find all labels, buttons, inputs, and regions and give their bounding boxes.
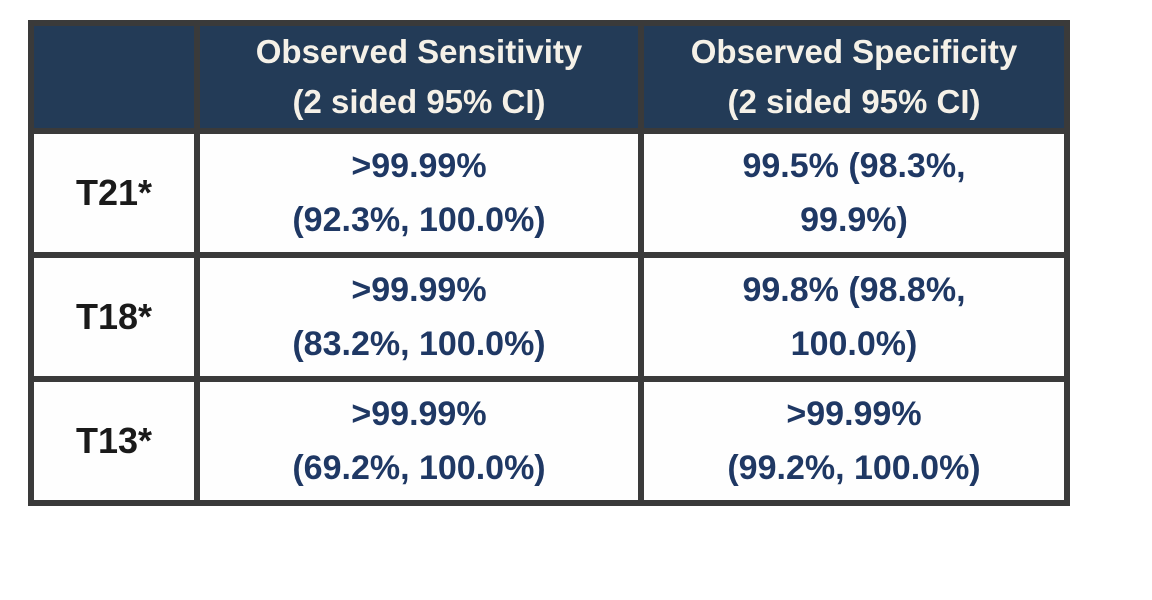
t21-specificity-value: 99.5% (98.3%, — [742, 147, 966, 185]
t18-specificity-value: 99.8% (98.8%, — [742, 271, 966, 309]
t18-sensitivity-ci: (83.2%, 100.0%) — [292, 325, 546, 363]
table-row-t21: T21* >99.99% (92.3%, 100.0%) 99.5% (98.3… — [28, 128, 1070, 258]
header-specificity-cell: Observed Specificity (2 sided 95% CI) — [638, 20, 1070, 134]
t18-specificity-ci: 100.0%) — [790, 325, 918, 363]
header-corner-cell — [28, 20, 200, 134]
header-specificity-ci: (2 sided 95% CI) — [727, 83, 981, 120]
results-table: Observed Sensitivity (2 sided 95% CI) Ob… — [28, 20, 1070, 506]
header-sensitivity-cell: Observed Sensitivity (2 sided 95% CI) — [194, 20, 644, 134]
t21-sensitivity-ci: (92.3%, 100.0%) — [292, 201, 546, 239]
t13-sensitivity-cell: >99.99% (69.2%, 100.0%) — [194, 376, 644, 506]
row-label-t18: T18* — [28, 252, 200, 382]
t13-sensitivity-value: >99.99% — [351, 395, 487, 433]
table-row-t18: T18* >99.99% (83.2%, 100.0%) 99.8% (98.8… — [28, 252, 1070, 382]
header-sensitivity-title: Observed Sensitivity — [255, 33, 583, 70]
t13-sensitivity-ci: (69.2%, 100.0%) — [292, 449, 546, 487]
t18-sensitivity-cell: >99.99% (83.2%, 100.0%) — [194, 252, 644, 382]
t21-sensitivity-cell: >99.99% (92.3%, 100.0%) — [194, 128, 644, 258]
t13-specificity-cell: >99.99% (99.2%, 100.0%) — [638, 376, 1070, 506]
t21-specificity-cell: 99.5% (98.3%, 99.9%) — [638, 128, 1070, 258]
t18-specificity-cell: 99.8% (98.8%, 100.0%) — [638, 252, 1070, 382]
t18-sensitivity-value: >99.99% — [351, 271, 487, 309]
row-label-t21: T21* — [28, 128, 200, 258]
t21-specificity-ci: 99.9%) — [800, 201, 908, 239]
header-row: Observed Sensitivity (2 sided 95% CI) Ob… — [28, 20, 1070, 134]
t13-specificity-ci: (99.2%, 100.0%) — [727, 449, 981, 487]
t13-specificity-value: >99.99% — [786, 395, 922, 433]
row-label-t13: T13* — [28, 376, 200, 506]
t21-sensitivity-value: >99.99% — [351, 147, 487, 185]
table-row-t13: T13* >99.99% (69.2%, 100.0%) >99.99% (99… — [28, 376, 1070, 506]
header-sensitivity-ci: (2 sided 95% CI) — [292, 83, 546, 120]
header-specificity-title: Observed Specificity — [690, 33, 1018, 70]
